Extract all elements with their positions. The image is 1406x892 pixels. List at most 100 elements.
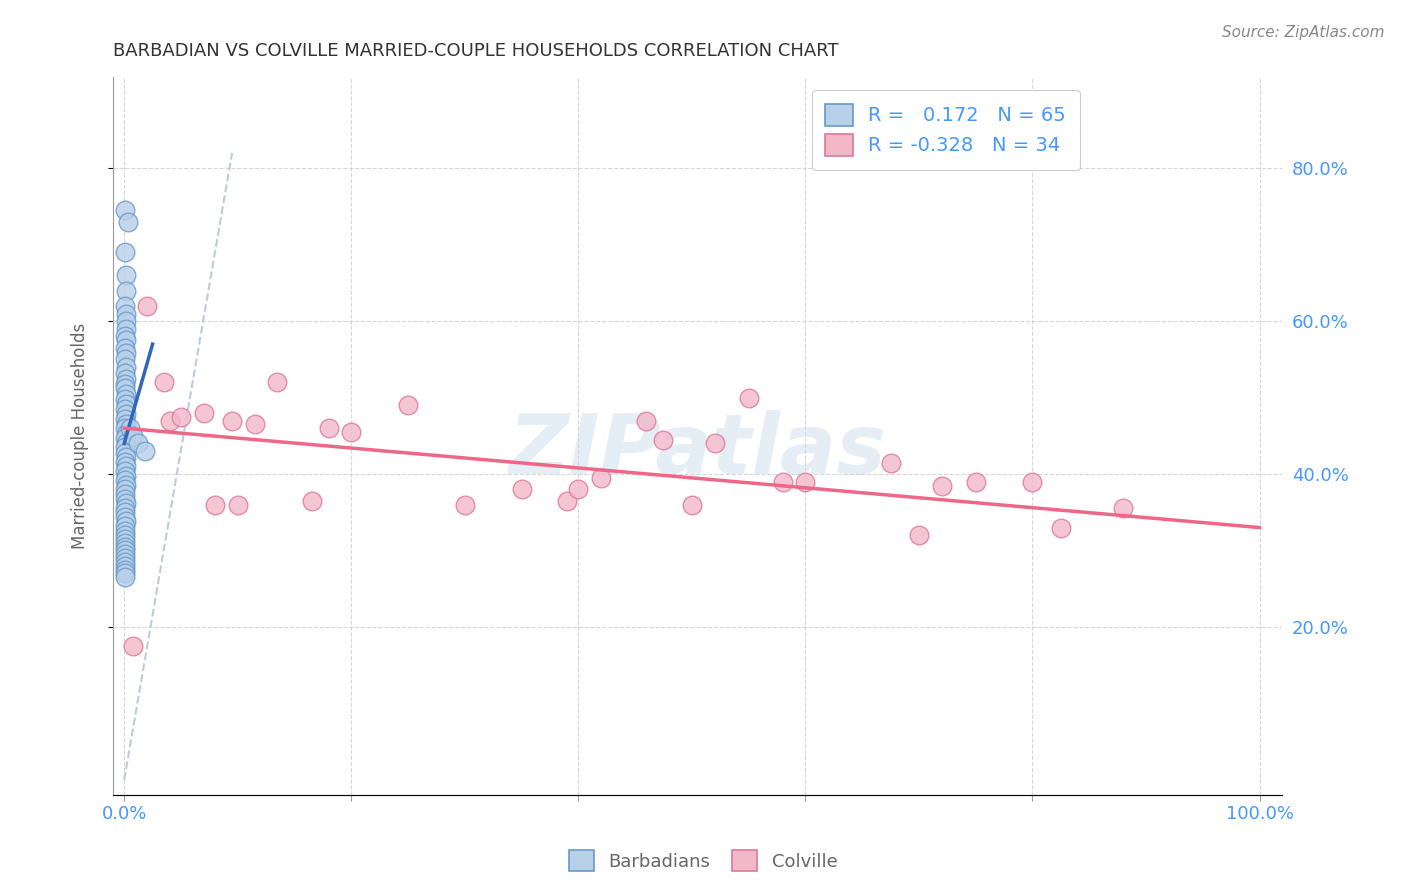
Point — [1021, 475, 1043, 489]
Point — [114, 519, 136, 533]
Point — [114, 540, 136, 554]
Point — [114, 473, 136, 487]
Point — [122, 639, 145, 653]
Point — [243, 417, 266, 432]
Point — [396, 398, 419, 412]
Point — [115, 333, 138, 347]
Point — [114, 547, 136, 561]
Point — [114, 551, 136, 566]
Point — [115, 359, 138, 374]
Point — [114, 543, 136, 558]
Point — [114, 245, 136, 260]
Point — [114, 570, 136, 584]
Point — [226, 498, 249, 512]
Point — [115, 322, 138, 336]
Point — [135, 299, 157, 313]
Point — [114, 487, 136, 501]
Point — [114, 566, 136, 581]
Point — [159, 413, 181, 427]
Point — [114, 440, 136, 454]
Y-axis label: Married-couple Households: Married-couple Households — [72, 323, 89, 549]
Point — [114, 329, 136, 343]
Point — [908, 528, 931, 542]
Point — [115, 468, 138, 483]
Point — [454, 498, 477, 512]
Point — [221, 413, 243, 427]
Text: Source: ZipAtlas.com: Source: ZipAtlas.com — [1222, 25, 1385, 40]
Point — [114, 524, 136, 538]
Point — [115, 268, 138, 283]
Point — [115, 436, 138, 450]
Point — [114, 536, 136, 550]
Point — [153, 376, 176, 390]
Point — [115, 371, 138, 385]
Point — [681, 498, 703, 512]
Point — [115, 284, 138, 298]
Point — [114, 203, 136, 218]
Point — [652, 433, 675, 447]
Point — [589, 471, 612, 485]
Point — [114, 455, 136, 469]
Point — [114, 505, 136, 519]
Point — [115, 408, 138, 422]
Point — [114, 412, 136, 426]
Point — [114, 500, 136, 515]
Point — [318, 421, 340, 435]
Point — [114, 366, 136, 380]
Point — [114, 532, 136, 546]
Point — [794, 475, 817, 489]
Text: BARBADIAN VS COLVILLE MARRIED-COUPLE HOUSEHOLDS CORRELATION CHART: BARBADIAN VS COLVILLE MARRIED-COUPLE HOU… — [112, 42, 838, 60]
Point — [114, 299, 136, 313]
Point — [301, 493, 323, 508]
Point — [114, 483, 136, 497]
Point — [703, 436, 725, 450]
Point — [772, 475, 794, 489]
Point — [965, 475, 987, 489]
Text: ZIPatlas: ZIPatlas — [509, 409, 886, 491]
Point — [114, 341, 136, 355]
Point — [204, 498, 226, 512]
Point — [114, 376, 136, 391]
Point — [114, 563, 136, 577]
Point — [114, 421, 136, 435]
Point — [115, 397, 138, 411]
Point — [193, 406, 215, 420]
Point — [510, 483, 533, 497]
Point — [115, 459, 138, 474]
Point — [114, 392, 136, 406]
Point — [555, 493, 578, 508]
Point — [114, 509, 136, 524]
Point — [879, 456, 901, 470]
Point — [114, 464, 136, 478]
Legend: Barbadians, Colville: Barbadians, Colville — [561, 843, 845, 879]
Point — [340, 425, 363, 439]
Point — [737, 391, 759, 405]
Point — [115, 346, 138, 360]
Point — [115, 515, 138, 529]
Point — [266, 376, 288, 390]
Point — [115, 306, 138, 320]
Point — [115, 314, 138, 328]
Point — [122, 429, 145, 443]
Point — [115, 450, 138, 465]
Point — [117, 215, 139, 229]
Point — [931, 478, 953, 492]
Point — [115, 386, 138, 401]
Point — [170, 409, 193, 424]
Point — [115, 496, 138, 510]
Point — [115, 477, 138, 491]
Point — [567, 483, 589, 497]
Point — [134, 444, 156, 458]
Point — [114, 445, 136, 459]
Point — [114, 402, 136, 417]
Point — [115, 417, 138, 432]
Point — [115, 426, 138, 441]
Point — [114, 491, 136, 506]
Point — [127, 436, 149, 450]
Point — [114, 352, 136, 367]
Point — [114, 558, 136, 573]
Legend: R =   0.172   N = 65, R = -0.328   N = 34: R = 0.172 N = 65, R = -0.328 N = 34 — [811, 90, 1080, 169]
Point — [114, 431, 136, 445]
Point — [1112, 501, 1135, 516]
Point — [118, 421, 141, 435]
